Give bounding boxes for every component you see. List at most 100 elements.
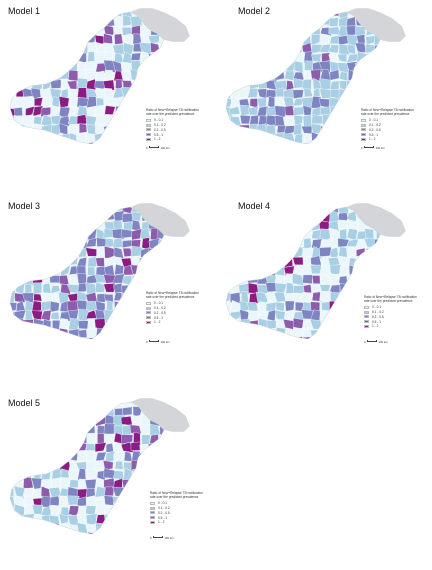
legend-label: 0.5 - 1 xyxy=(369,132,379,137)
map-legend: Ratio of New+Relapse TB notification rat… xyxy=(146,108,202,142)
legend-entry: 1 - 2 xyxy=(364,324,420,329)
district-region xyxy=(14,460,25,472)
district-region xyxy=(14,229,26,241)
district-region xyxy=(256,51,267,63)
district-region xyxy=(10,115,16,126)
district-region xyxy=(76,533,87,534)
district-region xyxy=(158,523,164,534)
district-region xyxy=(229,51,239,63)
district-region xyxy=(159,77,164,91)
legend-label: 0 - 0.1 xyxy=(158,501,168,506)
district-region xyxy=(311,12,321,18)
district-region xyxy=(59,12,71,17)
district-region xyxy=(383,53,393,63)
district-region xyxy=(23,15,34,26)
district-region xyxy=(365,329,376,339)
district-region xyxy=(23,96,35,107)
district-region xyxy=(336,336,349,339)
district-region xyxy=(312,207,322,214)
district-region xyxy=(95,257,105,267)
legend-swatch xyxy=(146,137,151,142)
district-region xyxy=(112,282,123,294)
district-region xyxy=(42,461,53,471)
district-region xyxy=(103,495,115,506)
district-region xyxy=(226,211,233,222)
district-region xyxy=(311,291,322,302)
district-region xyxy=(147,78,159,89)
choropleth-map xyxy=(225,202,407,340)
district-region xyxy=(60,336,71,339)
district-region xyxy=(51,402,61,409)
district-region xyxy=(31,255,44,268)
district-region xyxy=(86,513,98,526)
district-region xyxy=(68,328,80,339)
district-region xyxy=(49,44,61,54)
legend-entry: 0.1 - 0.2 xyxy=(146,306,202,311)
district-region xyxy=(103,24,117,36)
district-region xyxy=(320,133,331,143)
district-region xyxy=(59,23,71,37)
district-region xyxy=(320,142,332,144)
country-border xyxy=(9,206,165,340)
district-region xyxy=(240,25,249,37)
district-region xyxy=(226,320,232,332)
legend-entry: 0.2 - 0.5 xyxy=(364,315,420,320)
district-region xyxy=(274,96,286,107)
district-region xyxy=(319,290,332,301)
district-region xyxy=(312,336,322,339)
district-region xyxy=(114,52,124,64)
scale-distance: 100 km xyxy=(164,536,174,540)
district-region xyxy=(94,16,106,26)
district-region xyxy=(13,338,26,339)
district-region xyxy=(77,283,89,293)
district-region xyxy=(77,15,89,27)
district-region xyxy=(139,71,153,81)
district-region xyxy=(348,257,360,267)
district-region xyxy=(22,532,34,534)
legend-label: 1 - 2 xyxy=(372,324,379,329)
district-region xyxy=(230,228,242,240)
district-region xyxy=(339,282,349,292)
district-region xyxy=(383,257,393,267)
district-region xyxy=(303,142,313,144)
district-region xyxy=(67,239,80,250)
district-region xyxy=(58,451,68,462)
district-region xyxy=(229,275,242,285)
district-region xyxy=(21,319,34,330)
district-region xyxy=(14,273,26,286)
district-region xyxy=(120,416,133,426)
legend-title: Ratio of New+Relapse TB notification rat… xyxy=(146,108,199,117)
district-region xyxy=(338,309,350,321)
legend-label: 0.5 - 1 xyxy=(154,315,164,320)
district-region xyxy=(357,70,368,82)
map-panel-model-4: Model 4 Ratio of New+Relapse TB notifica… xyxy=(216,195,432,375)
district-region xyxy=(356,34,366,46)
district-region xyxy=(149,459,159,472)
district-region xyxy=(10,246,18,257)
district-region xyxy=(338,44,350,55)
district-region xyxy=(338,220,349,229)
district-region xyxy=(275,337,286,339)
district-region xyxy=(58,318,70,329)
district-region xyxy=(140,62,151,73)
legend-label: 0 - 0.1 xyxy=(369,118,379,123)
district-region xyxy=(275,301,285,312)
district-region xyxy=(226,33,232,46)
district-region xyxy=(310,24,321,36)
district-region xyxy=(229,220,241,232)
panel-title: Model 5 xyxy=(8,398,41,408)
district-region xyxy=(247,87,259,98)
district-region xyxy=(58,106,70,119)
district-region xyxy=(129,530,141,534)
district-region xyxy=(15,414,26,427)
district-region xyxy=(274,62,284,71)
panel-title: Model 2 xyxy=(238,6,271,16)
district-region xyxy=(355,256,366,268)
district-region xyxy=(248,247,259,258)
district-region xyxy=(131,211,142,222)
district-region xyxy=(23,263,34,277)
district-region xyxy=(364,255,376,268)
district-region xyxy=(355,264,367,277)
district-region xyxy=(10,406,16,417)
district-region xyxy=(76,291,87,303)
